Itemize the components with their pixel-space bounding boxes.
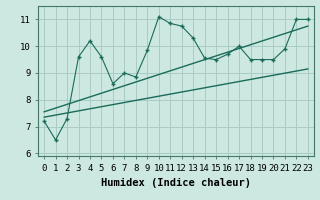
X-axis label: Humidex (Indice chaleur): Humidex (Indice chaleur): [101, 178, 251, 188]
